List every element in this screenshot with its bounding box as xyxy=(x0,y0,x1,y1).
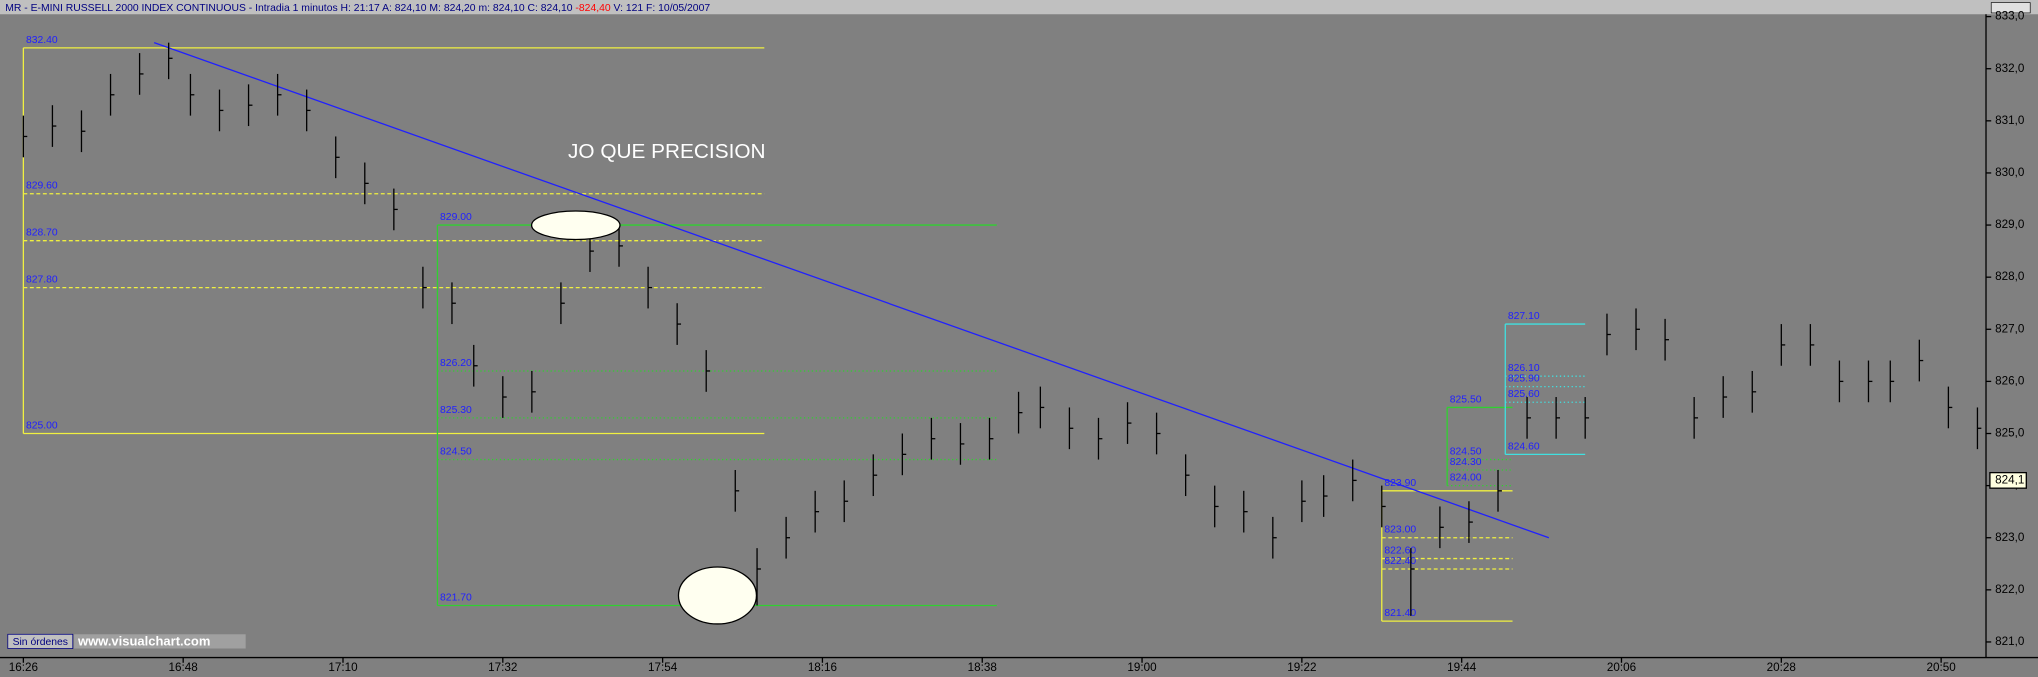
x-tick-label: 17:10 xyxy=(328,661,358,674)
scroll-button[interactable] xyxy=(1990,2,2031,14)
x-tick-label: 20:50 xyxy=(1927,661,1957,674)
x-tick-label: 19:00 xyxy=(1127,661,1157,674)
y-tick-label: 830,0 xyxy=(1995,166,2025,179)
level-label: 824.50 xyxy=(1450,447,1482,458)
last-price-box xyxy=(1989,471,2027,489)
y-tick-label: 829,0 xyxy=(1995,218,2025,231)
highlight-ellipse xyxy=(530,210,621,241)
x-tick-label: 18:16 xyxy=(808,661,837,674)
level-label: 826.20 xyxy=(440,358,472,369)
level-label: 824.50 xyxy=(440,447,472,458)
level-label: 824.30 xyxy=(1450,457,1482,468)
status-button[interactable] xyxy=(7,633,74,649)
x-tick-label: 17:54 xyxy=(648,661,678,674)
annotation: JO QUE PRECISION xyxy=(568,140,766,163)
y-tick-label: 823,0 xyxy=(1995,531,2025,544)
x-tick-label: 16:48 xyxy=(169,661,198,674)
level-label: 825.50 xyxy=(1450,394,1482,405)
y-tick-label: 821,0 xyxy=(1995,635,2025,648)
x-tick-label: 19:22 xyxy=(1287,661,1316,674)
level-label: 828.70 xyxy=(26,228,58,239)
x-tick-label: 17:32 xyxy=(488,661,517,674)
y-tick-label: 826,0 xyxy=(1995,374,2025,387)
watermark: www.visualchart.com xyxy=(77,633,210,648)
level-label: 821.70 xyxy=(440,592,472,603)
y-tick-label: 831,0 xyxy=(1995,114,2025,127)
last-price-label: 824,1 xyxy=(1995,473,2024,486)
level-label: 824.00 xyxy=(1450,473,1482,484)
level-label: 827.80 xyxy=(26,275,58,286)
chart-title: MR - E-MINI RUSSELL 2000 INDEX CONTINUOU… xyxy=(5,3,710,14)
y-tick-label: 827,0 xyxy=(1995,322,2025,335)
level-label: 825.90 xyxy=(1508,374,1540,385)
level-label: 829.00 xyxy=(440,212,472,223)
y-tick-label: 825,0 xyxy=(1995,427,2025,440)
level-label: 822.40 xyxy=(1384,556,1416,567)
level-label: 823.00 xyxy=(1384,525,1416,536)
level-label: 826.10 xyxy=(1508,363,1540,374)
y-tick-label: 822,0 xyxy=(1995,583,2025,596)
y-tick-label: 833,0 xyxy=(1995,10,2025,23)
y-tick-label: 832,0 xyxy=(1995,62,2025,75)
level-label: 829.60 xyxy=(26,181,58,192)
x-tick-label: 16:26 xyxy=(9,661,38,674)
highlight-ellipse xyxy=(677,566,758,625)
x-tick-label: 18:38 xyxy=(968,661,997,674)
level-label: 825.60 xyxy=(1508,389,1540,400)
status-text: Sin órdenes xyxy=(13,637,68,648)
x-tick-label: 19:44 xyxy=(1447,661,1477,674)
x-tick-label: 20:06 xyxy=(1607,661,1636,674)
x-tick-label: 20:28 xyxy=(1767,661,1796,674)
level-label: 832.40 xyxy=(26,35,58,46)
level-label: 821.40 xyxy=(1384,608,1416,619)
level-label: 825.30 xyxy=(440,405,472,416)
watermark-box xyxy=(74,634,246,649)
trend-line xyxy=(153,42,1550,539)
header-bar xyxy=(0,0,2038,15)
level-label: 825.00 xyxy=(26,420,58,431)
level-label: 824.60 xyxy=(1508,441,1540,452)
level-label: 823.90 xyxy=(1384,478,1416,489)
level-label: 822.60 xyxy=(1384,546,1416,557)
y-tick-label: 828,0 xyxy=(1995,270,2025,283)
level-label: 827.10 xyxy=(1508,311,1540,322)
